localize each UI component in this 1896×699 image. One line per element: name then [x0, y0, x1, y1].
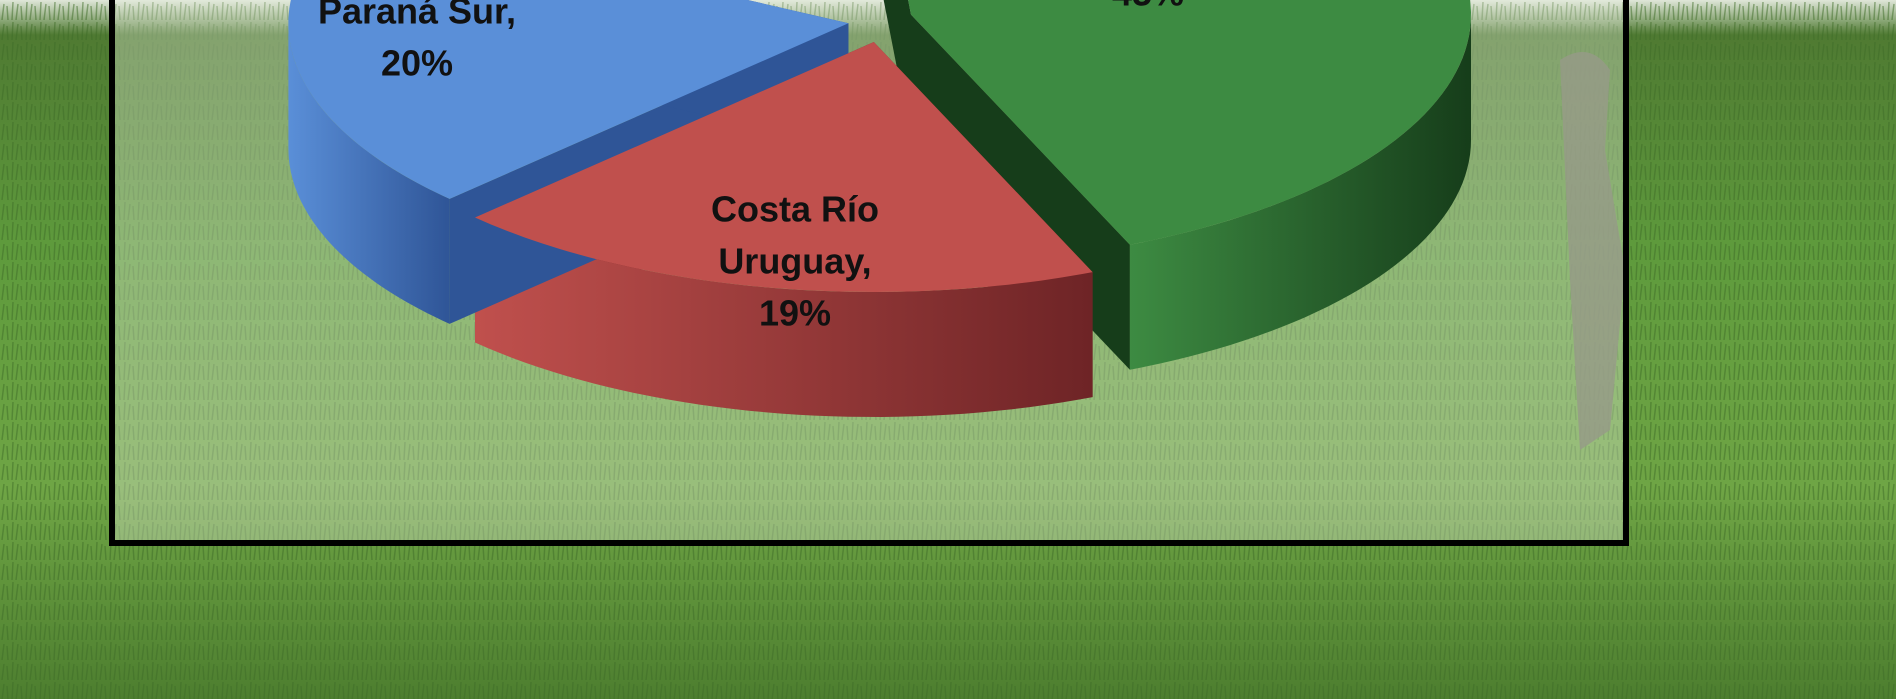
pie: 45% Costa Río Uruguay, 19% Paraná Sur, 20%: [288, 0, 1471, 417]
slice-wall: [1129, 14, 1471, 370]
slice-wall: [475, 217, 1093, 417]
data-label: Paraná Sur,: [318, 0, 516, 32]
data-label: 20%: [381, 43, 453, 84]
slice-top: [908, 0, 1471, 245]
slice-top: [475, 42, 1093, 292]
data-label: 45%: [1112, 0, 1184, 14]
data-label: 19%: [759, 293, 831, 334]
slice-tops: [288, 0, 1471, 292]
slice-wall: [288, 23, 450, 324]
slice-top: [288, 0, 849, 199]
data-label: Costa Río: [711, 189, 879, 230]
data-label: Uruguay,: [718, 241, 871, 282]
farmer-figure: [1560, 52, 1625, 450]
slice-cut-face: [883, 0, 911, 140]
